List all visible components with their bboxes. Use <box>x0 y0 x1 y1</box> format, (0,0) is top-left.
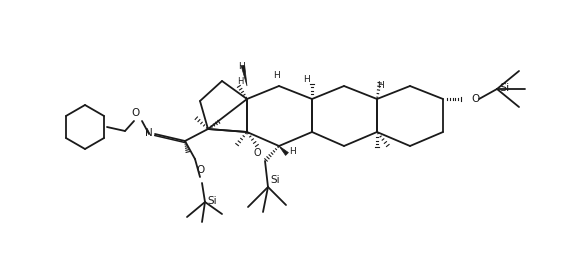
Text: H: H <box>238 62 244 71</box>
Text: Si: Si <box>207 196 217 206</box>
Text: H: H <box>303 75 310 83</box>
Text: H: H <box>289 147 296 155</box>
Text: H: H <box>376 81 383 90</box>
Text: H: H <box>237 76 243 85</box>
Text: N: N <box>145 128 153 138</box>
Text: O: O <box>196 165 204 175</box>
Polygon shape <box>242 66 247 86</box>
Text: Si: Si <box>270 175 280 185</box>
Text: O: O <box>132 108 140 118</box>
Text: Si: Si <box>499 83 509 93</box>
Text: H: H <box>273 71 280 80</box>
Text: O: O <box>253 148 261 158</box>
Polygon shape <box>279 146 289 155</box>
Text: O: O <box>471 94 479 104</box>
